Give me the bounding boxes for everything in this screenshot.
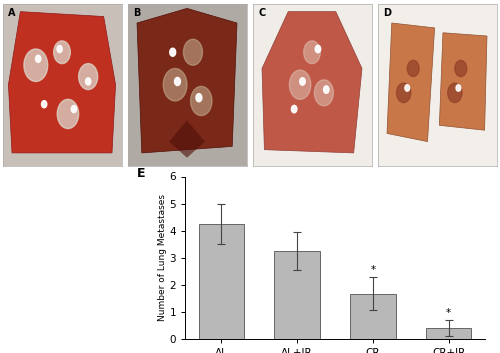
Polygon shape <box>169 120 205 158</box>
Circle shape <box>292 105 297 113</box>
Bar <box>350 294 396 339</box>
Circle shape <box>455 60 467 77</box>
Circle shape <box>184 39 203 65</box>
Circle shape <box>42 101 47 108</box>
Text: E: E <box>137 167 145 180</box>
Circle shape <box>396 83 411 103</box>
Text: C: C <box>258 8 266 18</box>
Polygon shape <box>8 12 116 153</box>
Y-axis label: Number of Lung Metastases: Number of Lung Metastases <box>158 194 166 321</box>
Bar <box>426 328 472 339</box>
Circle shape <box>315 45 320 53</box>
Circle shape <box>57 99 78 128</box>
Circle shape <box>170 48 175 56</box>
Circle shape <box>72 106 76 113</box>
Polygon shape <box>440 33 487 130</box>
Circle shape <box>456 85 461 91</box>
Circle shape <box>324 86 329 93</box>
Polygon shape <box>387 23 434 142</box>
Text: B: B <box>134 8 141 18</box>
Bar <box>198 224 244 339</box>
Text: D: D <box>384 8 392 18</box>
Circle shape <box>407 60 419 77</box>
Circle shape <box>78 64 98 90</box>
Circle shape <box>174 77 180 85</box>
Circle shape <box>54 41 70 64</box>
Polygon shape <box>137 8 237 153</box>
Circle shape <box>304 41 320 64</box>
Circle shape <box>36 55 41 62</box>
Circle shape <box>405 85 409 91</box>
Text: A: A <box>8 8 16 18</box>
Circle shape <box>163 68 187 101</box>
Circle shape <box>190 86 212 115</box>
Text: *: * <box>370 265 376 275</box>
Circle shape <box>196 94 202 102</box>
Circle shape <box>24 49 48 82</box>
Circle shape <box>448 83 462 103</box>
Circle shape <box>86 78 91 85</box>
Text: *: * <box>446 308 451 318</box>
Bar <box>274 251 320 339</box>
Circle shape <box>57 46 62 53</box>
Circle shape <box>314 80 334 106</box>
Polygon shape <box>262 12 362 153</box>
Circle shape <box>290 70 311 99</box>
Circle shape <box>300 78 305 85</box>
